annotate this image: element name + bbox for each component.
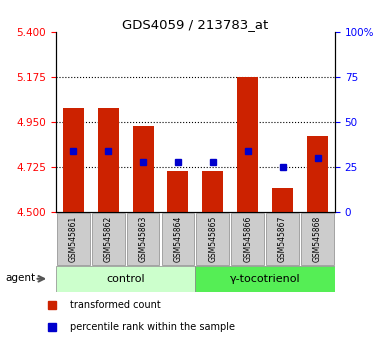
FancyBboxPatch shape bbox=[127, 213, 159, 265]
Text: GSM545865: GSM545865 bbox=[208, 216, 218, 262]
FancyBboxPatch shape bbox=[196, 213, 229, 265]
FancyBboxPatch shape bbox=[92, 213, 125, 265]
Bar bbox=[98, 108, 119, 212]
Text: agent: agent bbox=[5, 273, 36, 283]
Bar bbox=[203, 171, 223, 212]
FancyBboxPatch shape bbox=[56, 266, 195, 292]
Title: GDS4059 / 213783_at: GDS4059 / 213783_at bbox=[122, 18, 268, 31]
FancyBboxPatch shape bbox=[195, 266, 335, 292]
Text: percentile rank within the sample: percentile rank within the sample bbox=[70, 321, 235, 332]
Text: GSM545862: GSM545862 bbox=[104, 216, 113, 262]
FancyBboxPatch shape bbox=[57, 213, 90, 265]
Bar bbox=[167, 171, 188, 212]
Text: control: control bbox=[106, 274, 145, 284]
Bar bbox=[272, 188, 293, 212]
FancyBboxPatch shape bbox=[231, 213, 264, 265]
Bar bbox=[63, 108, 84, 212]
FancyBboxPatch shape bbox=[301, 213, 334, 265]
Bar bbox=[132, 126, 154, 212]
FancyBboxPatch shape bbox=[266, 213, 299, 265]
Text: GSM545867: GSM545867 bbox=[278, 216, 287, 262]
Bar bbox=[307, 136, 328, 212]
Text: GSM545863: GSM545863 bbox=[139, 216, 147, 262]
Text: GSM545866: GSM545866 bbox=[243, 216, 252, 262]
Text: GSM545861: GSM545861 bbox=[69, 216, 78, 262]
Text: GSM545864: GSM545864 bbox=[173, 216, 182, 262]
Bar bbox=[237, 77, 258, 212]
Text: transformed count: transformed count bbox=[70, 300, 161, 310]
Text: GSM545868: GSM545868 bbox=[313, 216, 322, 262]
FancyBboxPatch shape bbox=[162, 213, 194, 265]
Text: γ-tocotrienol: γ-tocotrienol bbox=[230, 274, 300, 284]
